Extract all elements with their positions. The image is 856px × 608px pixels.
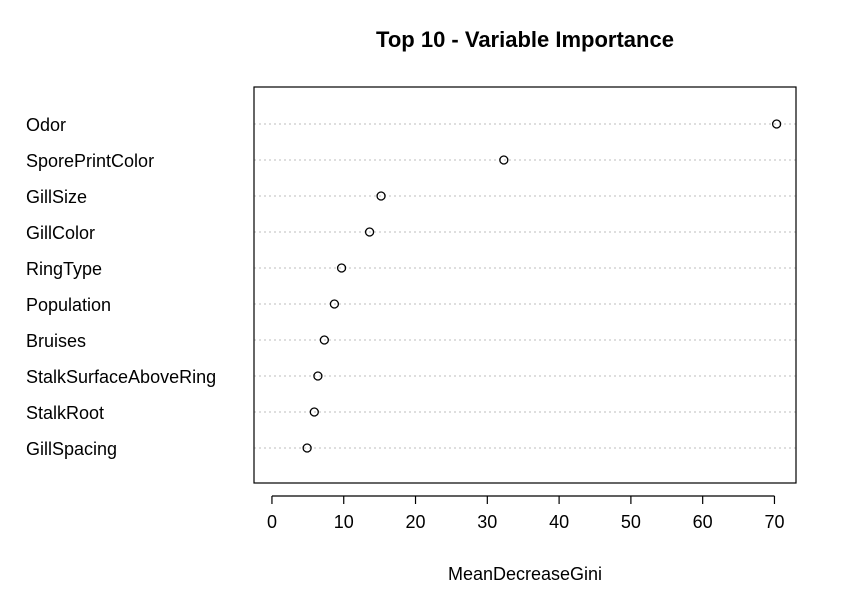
data-point — [364, 227, 375, 237]
chart-title: Top 10 - Variable Importance — [376, 27, 674, 52]
data-point — [329, 299, 340, 309]
data-point — [313, 371, 323, 381]
data-point — [376, 191, 386, 201]
x-tick-label: 0 — [267, 512, 277, 532]
x-axis-title: MeanDecreaseGini — [448, 564, 602, 584]
category-label: GillColor — [26, 223, 95, 243]
category-label: GillSpacing — [26, 439, 117, 459]
category-label: Population — [26, 295, 111, 315]
x-tick-label: 30 — [477, 512, 497, 532]
category-label: StalkRoot — [26, 403, 104, 423]
x-tick-label: 10 — [334, 512, 354, 532]
plot-frame — [253, 86, 797, 484]
x-tick-label: 70 — [764, 512, 784, 532]
data-point — [771, 119, 782, 129]
x-tick-label: 50 — [621, 512, 641, 532]
category-label: GillSize — [26, 187, 87, 207]
category-label: SporePrintColor — [26, 151, 154, 171]
x-tick-label: 60 — [693, 512, 713, 532]
category-label: RingType — [26, 259, 102, 279]
x-tick-label: 40 — [549, 512, 569, 532]
category-label: StalkSurfaceAboveRing — [26, 367, 216, 387]
data-point — [302, 443, 312, 453]
category-label: Odor — [26, 115, 66, 135]
gridlines — [254, 123, 796, 449]
data-point — [319, 335, 330, 345]
category-labels: Odor SporePrintColor GillSize GillColor Ring… — [26, 115, 216, 459]
x-axis: 0 10 20 30 40 50 60 70 — [267, 495, 784, 532]
x-tick-label: 20 — [406, 512, 426, 532]
data-point — [336, 263, 347, 273]
data-point — [309, 407, 319, 417]
data-points — [302, 119, 782, 453]
category-label: Bruises — [26, 331, 86, 351]
data-point — [499, 155, 509, 165]
